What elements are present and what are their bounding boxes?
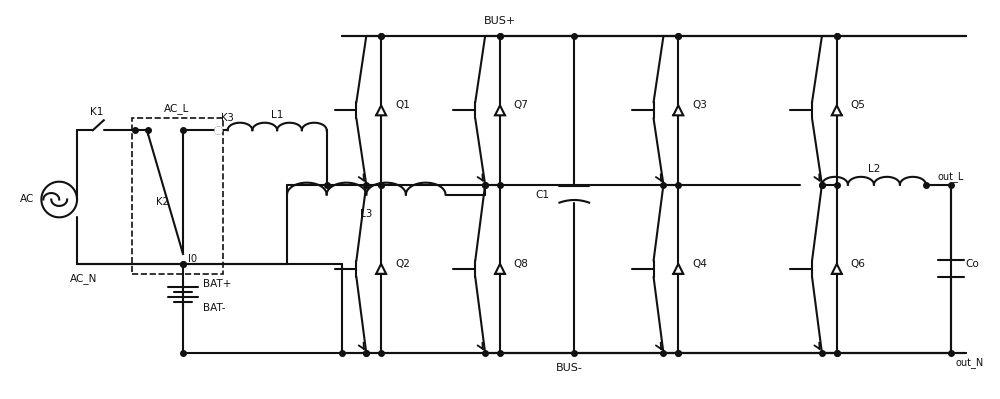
Polygon shape (376, 105, 386, 115)
Text: L1: L1 (271, 110, 283, 120)
Polygon shape (376, 264, 386, 274)
Text: AC: AC (20, 194, 35, 205)
Text: AC_N: AC_N (70, 273, 98, 284)
Polygon shape (495, 105, 505, 115)
Text: Q3: Q3 (692, 101, 707, 111)
Text: out_L: out_L (938, 171, 964, 182)
Text: Q2: Q2 (395, 259, 410, 269)
Text: Q1: Q1 (395, 101, 410, 111)
Text: out_N: out_N (956, 358, 984, 368)
Text: Q5: Q5 (851, 101, 866, 111)
Text: L3: L3 (360, 209, 372, 219)
Polygon shape (832, 105, 842, 115)
Text: I0: I0 (188, 254, 197, 264)
Text: K1: K1 (90, 107, 104, 117)
Text: Q6: Q6 (851, 259, 866, 269)
Polygon shape (832, 264, 842, 274)
Text: L2: L2 (868, 164, 880, 174)
Bar (132, 118, 223, 274)
Polygon shape (495, 264, 505, 274)
Polygon shape (673, 105, 683, 115)
Text: BUS-: BUS- (556, 363, 583, 373)
Text: K2: K2 (156, 197, 169, 207)
Text: Q8: Q8 (514, 259, 529, 269)
Text: K3: K3 (221, 113, 233, 123)
Text: BUS+: BUS+ (484, 16, 516, 26)
Text: Q7: Q7 (514, 101, 529, 111)
Text: BAT-: BAT- (203, 304, 225, 314)
Text: C1: C1 (536, 190, 550, 200)
Text: BAT+: BAT+ (203, 279, 231, 289)
Text: AC_L: AC_L (164, 103, 190, 114)
Text: Q4: Q4 (692, 259, 707, 269)
Polygon shape (673, 264, 683, 274)
Text: Co: Co (966, 259, 979, 269)
